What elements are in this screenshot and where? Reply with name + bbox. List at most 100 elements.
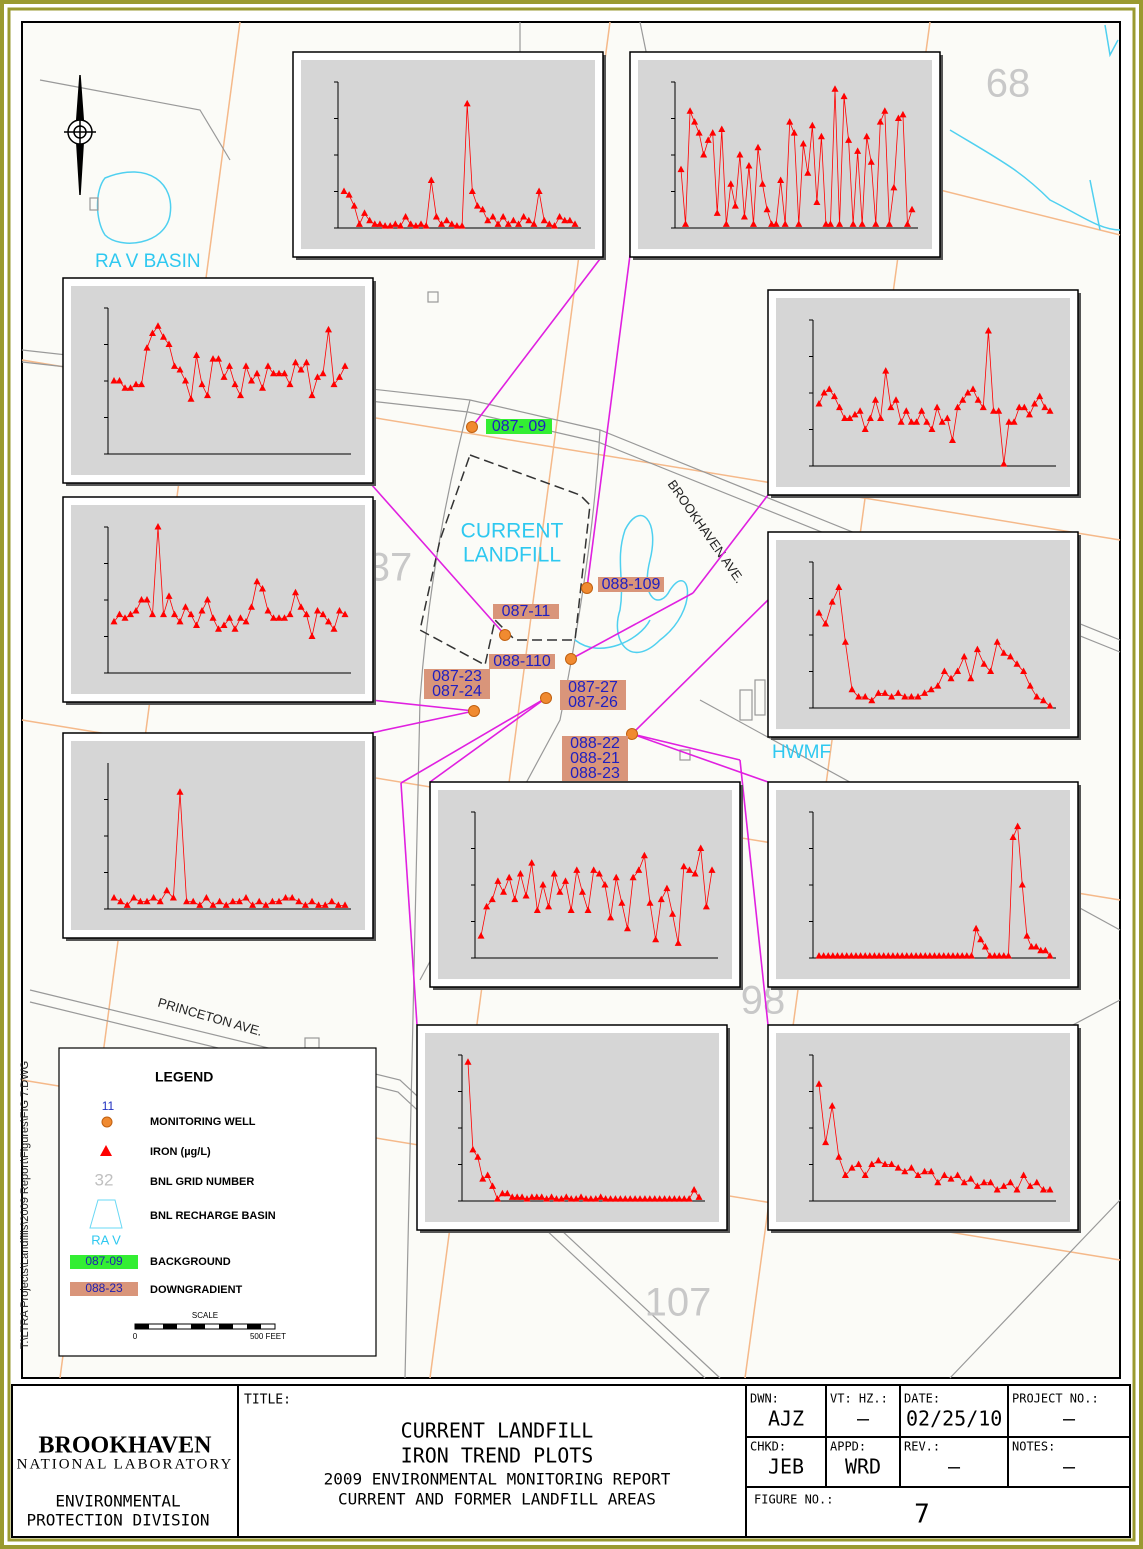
iron-point: [680, 1195, 688, 1202]
iron-point: [745, 161, 753, 169]
iron-point: [836, 403, 844, 411]
trend-line: [680, 89, 913, 225]
iron-point: [897, 418, 905, 425]
iron-point: [222, 901, 230, 908]
iron-point: [545, 220, 553, 227]
iron-point: [286, 610, 294, 618]
iron-point: [463, 99, 471, 107]
iron-point: [315, 901, 323, 908]
iron-point: [820, 389, 828, 396]
iron-point: [894, 689, 902, 696]
iron-point: [248, 603, 255, 610]
iron-point: [281, 369, 288, 377]
title-block: [11, 1384, 1131, 1538]
iron-point: [308, 391, 316, 399]
basin-label: RA V BASIN: [95, 251, 201, 272]
iron-point: [522, 891, 530, 899]
iron-point: [1046, 702, 1054, 709]
legend-basin-symbol: [89, 1199, 123, 1229]
iron-point: [646, 899, 654, 906]
iron-point: [894, 114, 902, 121]
iron-point: [888, 1160, 896, 1167]
iron-point: [479, 1175, 487, 1182]
iron-point: [828, 598, 836, 605]
iron-point: [567, 906, 575, 914]
well-label-bg: [493, 604, 559, 619]
iron-point: [473, 202, 481, 209]
iron-point: [640, 851, 648, 859]
iron-point: [980, 660, 988, 667]
iron-point: [110, 617, 118, 625]
file-path: T:\LTRA Projects\Landfills\2009 Report\F…: [19, 1061, 31, 1349]
iron-point: [890, 183, 898, 191]
lab-sub: NATIONAL LABORATORY: [17, 1456, 234, 1472]
iron-point: [824, 952, 832, 959]
plot-area: [776, 540, 1070, 729]
iron-point: [995, 952, 1003, 959]
iron-point: [308, 897, 316, 905]
cell-value: WRD: [845, 1455, 881, 1479]
iron-point: [874, 1156, 882, 1164]
iron-point: [866, 414, 874, 422]
iron-point: [143, 344, 151, 351]
iron-point: [623, 924, 631, 932]
iron-point: [226, 362, 233, 369]
iron-point: [242, 617, 250, 625]
iron-point: [815, 952, 823, 959]
iron-point: [856, 407, 864, 414]
iron-point: [595, 870, 603, 877]
legend-swatch: [70, 1255, 138, 1269]
iron-point: [685, 1195, 693, 1202]
cell-value: 02/25/10: [906, 1407, 1002, 1431]
connector: [586, 254, 631, 589]
iron-point: [935, 952, 943, 959]
iron-point: [303, 610, 310, 618]
iron-point: [361, 209, 369, 216]
iron-point: [509, 216, 517, 224]
iron-point: [822, 220, 830, 227]
iron-point: [835, 583, 843, 591]
iron-point: [187, 610, 195, 618]
iron-point: [321, 901, 329, 908]
iron-point: [336, 606, 343, 614]
iron-point: [319, 369, 327, 377]
monitoring-well: [626, 728, 638, 740]
well-label: 087-11: [502, 603, 551, 620]
iron-point: [314, 373, 321, 380]
iron-point: [927, 1167, 935, 1175]
iron-point: [1039, 1186, 1047, 1193]
iron-point: [852, 952, 860, 959]
iron-point: [577, 1193, 585, 1200]
iron-point: [402, 213, 410, 220]
iron-point: [861, 952, 869, 959]
plot-area: [425, 1033, 719, 1222]
iron-point: [165, 340, 173, 347]
iron-point: [371, 220, 379, 227]
iron-point: [350, 202, 358, 209]
iron-point: [314, 606, 321, 614]
plot-area: [301, 60, 595, 249]
iron-point: [781, 220, 789, 227]
iron-point: [607, 1195, 615, 1202]
iron-point: [616, 1195, 624, 1202]
cell-value: –: [948, 1455, 961, 1479]
iron-point: [1000, 460, 1008, 467]
iron-point: [768, 220, 776, 227]
iron-point: [443, 216, 451, 224]
iron-point: [790, 129, 798, 136]
iron-point: [863, 132, 871, 140]
iron-point: [845, 136, 853, 143]
plot-area: [71, 741, 365, 930]
iron-point: [889, 952, 897, 959]
iron-point: [954, 1171, 962, 1178]
iron-point: [562, 1193, 570, 1200]
cell-label: PROJECT NO.:: [1012, 1392, 1099, 1406]
iron-point: [286, 380, 294, 388]
iron-point: [1006, 1178, 1014, 1186]
iron-point: [908, 205, 916, 213]
iron-point: [301, 901, 309, 908]
iron-point: [340, 187, 348, 194]
iron-point: [448, 220, 456, 227]
iron-point: [493, 1195, 501, 1202]
iron-point: [1009, 833, 1017, 841]
